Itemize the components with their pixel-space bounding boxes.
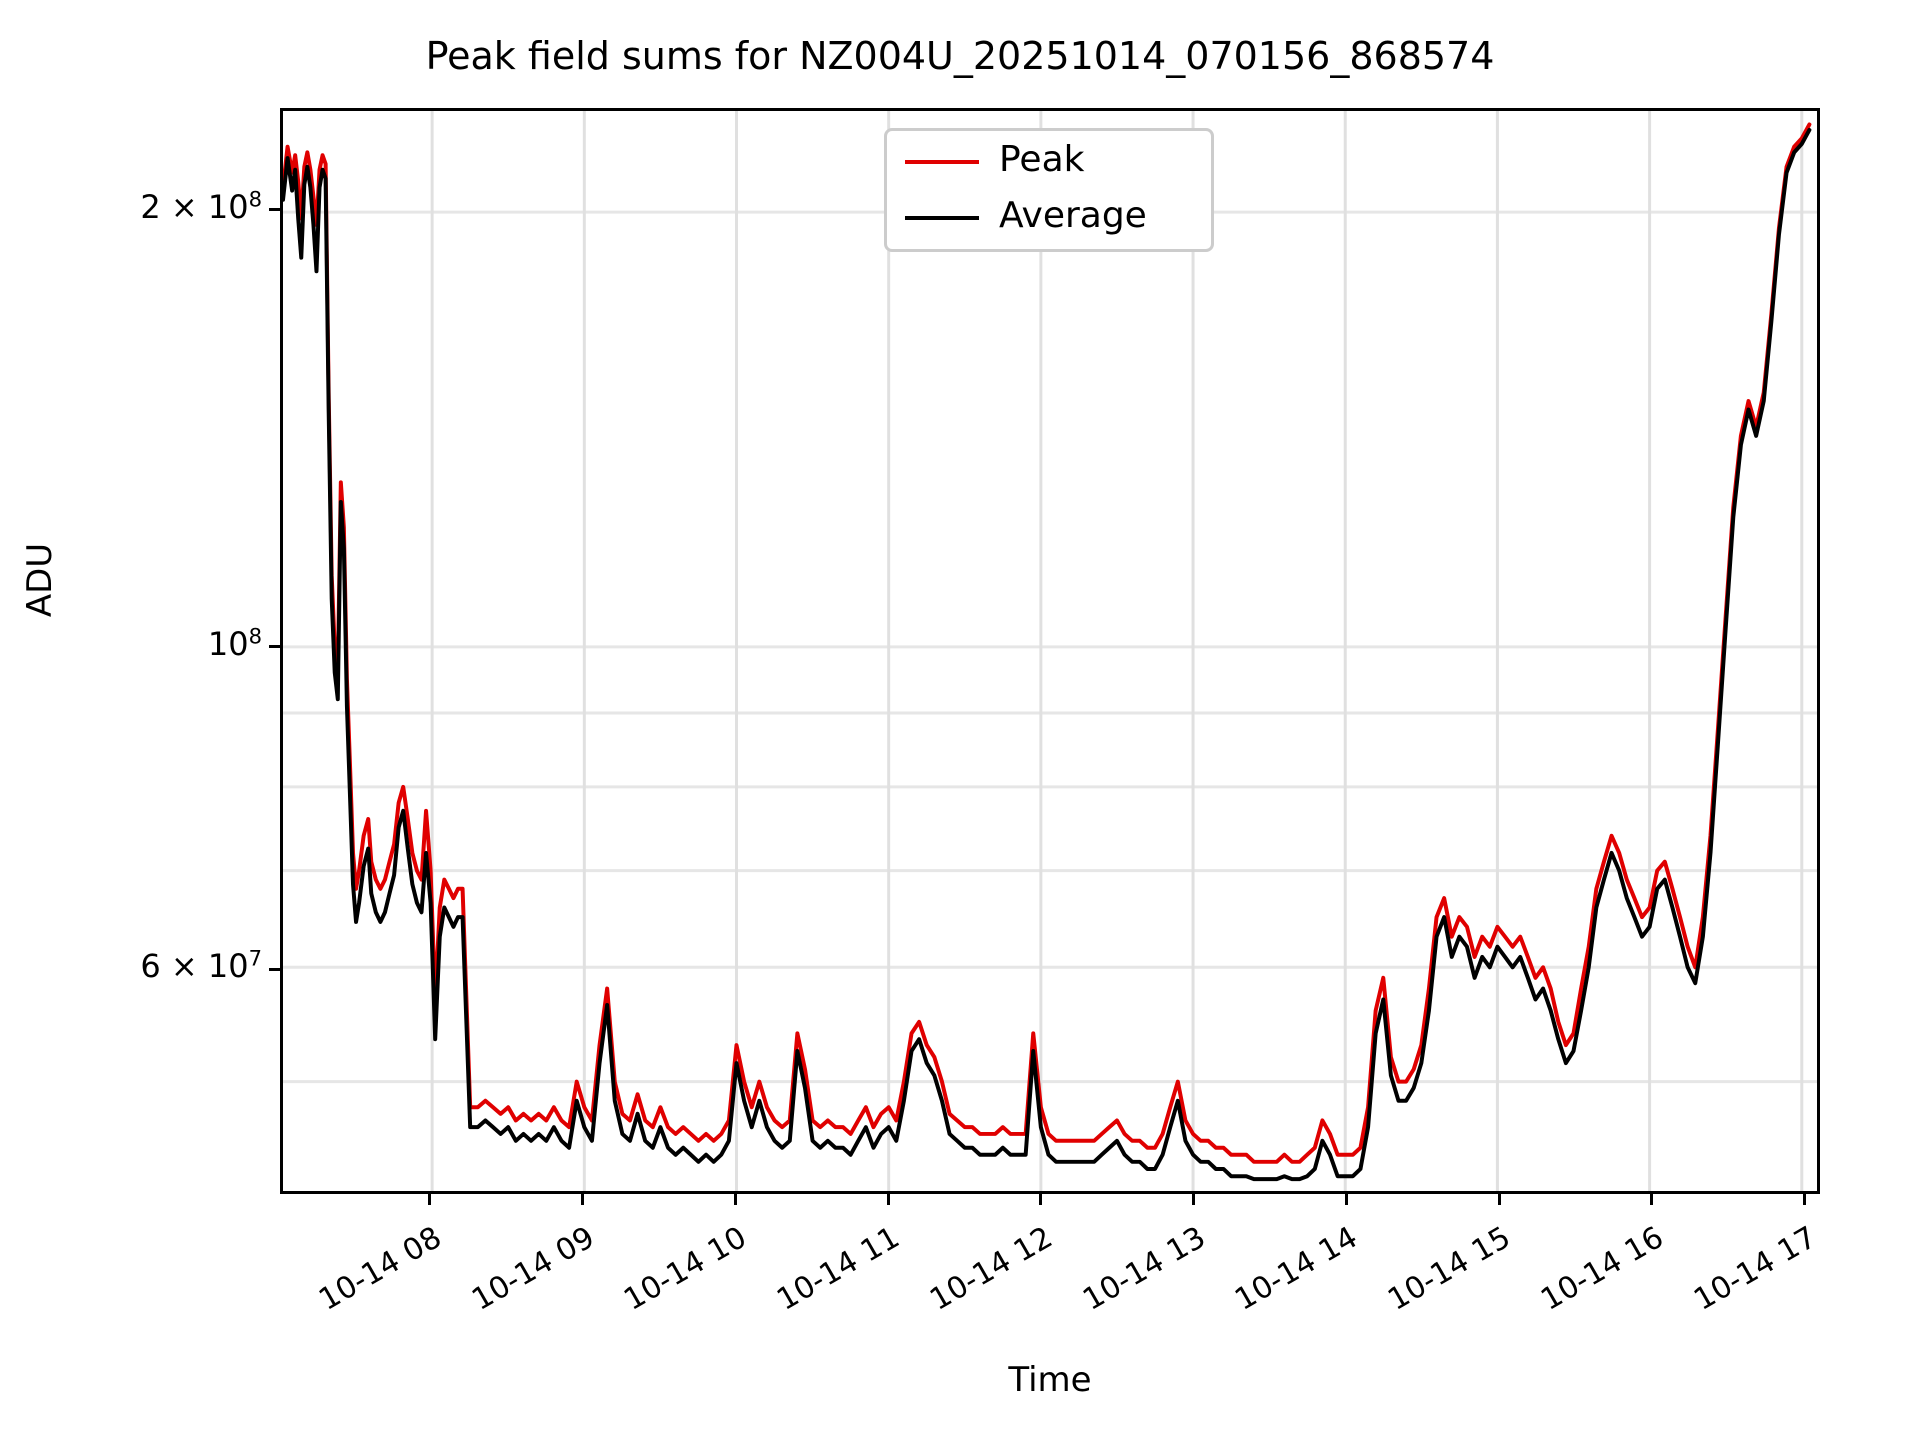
x-tick-mark — [1344, 1194, 1348, 1205]
chart-title: Peak field sums for NZ004U_20251014_0701… — [425, 34, 1495, 78]
y-tick-label: 2 × 108 — [140, 186, 262, 226]
legend-swatch-average — [905, 216, 979, 220]
legend-entry-peak: Peak — [887, 131, 1211, 193]
legend-box: Peak Average — [884, 128, 1214, 252]
y-tick-label: 6 × 107 — [140, 945, 262, 986]
plot-svg — [283, 111, 1817, 1191]
y-axis-label: ADU — [20, 542, 60, 618]
x-tick-mark — [886, 1194, 890, 1205]
x-tick-mark — [1039, 1194, 1043, 1205]
data-series-layer — [283, 122, 1812, 1182]
x-tick-mark — [1803, 1194, 1807, 1205]
legend-label-average: Average — [999, 195, 1147, 236]
y-tick-mark — [269, 967, 280, 971]
x-tick-mark — [1497, 1194, 1501, 1205]
x-axis-label: Time — [1008, 1360, 1092, 1400]
gridlines — [283, 111, 1817, 1191]
x-tick-mark — [428, 1194, 432, 1205]
x-tick-mark — [733, 1194, 737, 1205]
plot-area — [280, 108, 1820, 1194]
legend-label-peak: Peak — [999, 139, 1085, 180]
y-tick-label: 108 — [207, 623, 262, 663]
legend-swatch-peak — [905, 160, 979, 164]
x-tick-mark — [1192, 1194, 1196, 1205]
y-tick-mark — [269, 645, 280, 649]
x-tick-mark — [1650, 1194, 1654, 1205]
y-tick-mark — [269, 208, 280, 212]
legend-entry-average: Average — [887, 187, 1211, 249]
x-tick-mark — [581, 1194, 584, 1205]
